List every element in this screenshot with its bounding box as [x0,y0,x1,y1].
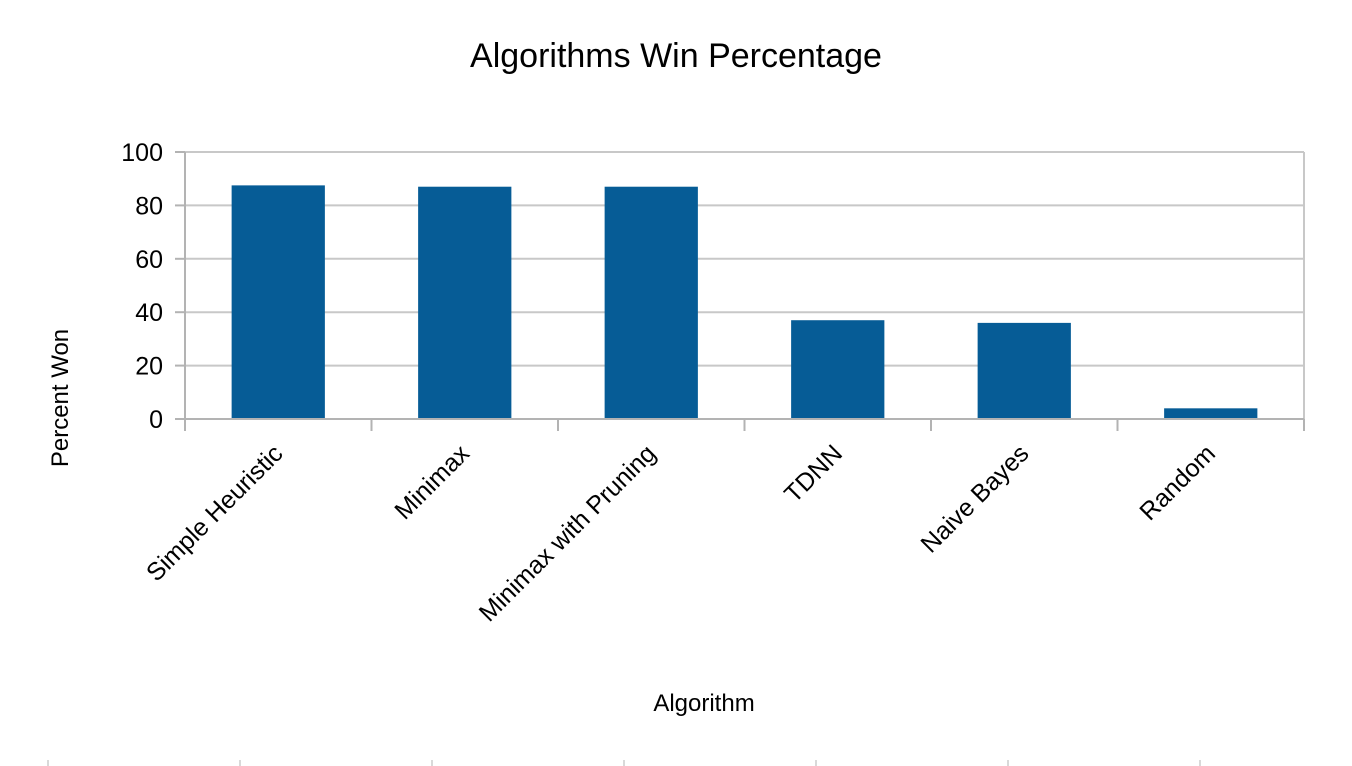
bars [231,185,1258,419]
y-tick-label: 40 [135,299,163,327]
y-tick-label: 100 [121,139,163,167]
x-tick-label: Naive Bayes [915,439,1034,558]
y-tick-label: 60 [135,246,163,274]
bar-simple-heuristic [231,185,325,419]
chart-title: Algorithms Win Percentage [470,37,882,75]
gridlines [185,151,1304,420]
bar-minimax-with-pruning [604,186,698,419]
y-tick-label: 80 [135,192,163,220]
y-tick-label: 0 [149,406,163,434]
axes [175,151,1305,431]
x-tick-label: Minimax [389,439,475,525]
bar-minimax [418,186,512,419]
x-axis-label: Algorithm [653,690,754,717]
y-axis-label: Percent Won [47,329,74,467]
bar-naive-bayes [977,322,1071,419]
x-tick-label: Random [1134,439,1221,526]
x-tick-label: Minimax with Pruning [474,439,662,627]
footer-marks [47,760,1201,766]
bar-tdnn [791,320,885,419]
x-tick-label: Simple Heuristic [141,439,289,587]
bar-random [1164,408,1258,419]
x-tick-label: TDNN [779,439,848,508]
y-tick-labels: 0 20 40 60 80 100 [121,139,163,434]
y-tick-label: 20 [135,353,163,381]
